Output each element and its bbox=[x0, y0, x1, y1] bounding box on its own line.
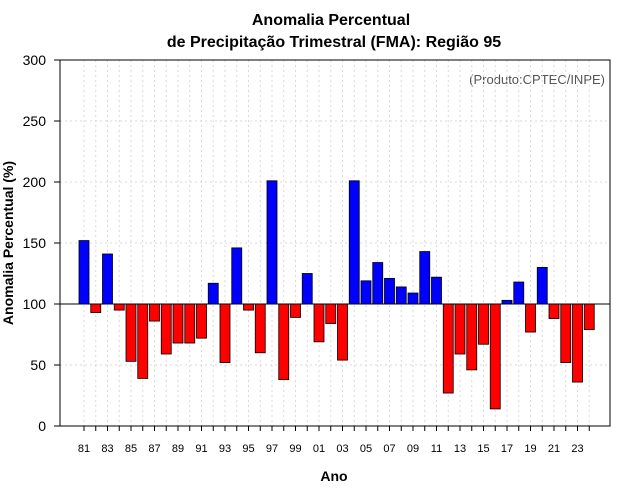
bar-23 bbox=[572, 303, 583, 383]
bar-96 bbox=[254, 303, 266, 354]
bar-81 bbox=[78, 240, 90, 305]
x-axis: 81 83 85 87 89 91 93 95 97 99 01 03 05 07 09 11 13 15 17 19… bbox=[78, 426, 590, 455]
bar-15 bbox=[478, 303, 489, 345]
bar-19 bbox=[525, 303, 536, 333]
bar-03 bbox=[337, 303, 348, 361]
x-tick-label: 21 bbox=[548, 443, 560, 455]
bar-83 bbox=[102, 253, 113, 305]
x-tick-label: 93 bbox=[219, 443, 231, 455]
bar-01 bbox=[313, 303, 325, 343]
x-tick-label: 81 bbox=[78, 443, 90, 455]
bar-07 bbox=[384, 277, 395, 305]
bar-02 bbox=[325, 303, 337, 324]
bar-90 bbox=[184, 303, 196, 344]
bar-85 bbox=[125, 303, 137, 362]
x-tick-label: 01 bbox=[313, 443, 325, 455]
bar-88 bbox=[160, 303, 172, 355]
x-tick-label: 99 bbox=[289, 443, 301, 455]
bar-93 bbox=[219, 303, 231, 363]
x-tick-label: 03 bbox=[336, 443, 348, 455]
bar-11 bbox=[431, 276, 442, 305]
bar-17 bbox=[501, 299, 513, 305]
y-axis: 0 50 100 150 200 250 300 bbox=[23, 52, 60, 434]
x-tick-label: 23 bbox=[571, 443, 583, 455]
bar-08 bbox=[395, 286, 407, 305]
bar-14 bbox=[466, 303, 478, 371]
x-tick-label: 09 bbox=[407, 443, 419, 455]
bar-94 bbox=[231, 247, 243, 305]
y-axis-title: Anomalia Percentual (%) bbox=[0, 161, 16, 325]
x-tick-label: 05 bbox=[360, 443, 372, 455]
bar-82 bbox=[90, 303, 102, 313]
x-tick-label: 83 bbox=[101, 443, 113, 455]
bar-10 bbox=[419, 251, 431, 305]
bar-84 bbox=[113, 303, 125, 311]
bar-87 bbox=[149, 303, 160, 322]
x-tick-label: 11 bbox=[431, 443, 442, 455]
bar-05 bbox=[360, 280, 372, 305]
bar-86 bbox=[137, 303, 149, 379]
x-tick-label: 07 bbox=[383, 443, 395, 455]
bar-20 bbox=[536, 266, 548, 305]
bar-95 bbox=[243, 303, 254, 311]
bar-91 bbox=[196, 303, 207, 339]
bar-16 bbox=[489, 303, 501, 410]
x-tick-label: 13 bbox=[454, 443, 466, 455]
x-axis-title: Ano bbox=[320, 468, 347, 484]
bar-99 bbox=[290, 303, 301, 318]
bar-18 bbox=[513, 281, 525, 305]
bar-97 bbox=[266, 180, 278, 305]
bar-21 bbox=[548, 303, 560, 320]
x-tick-label: 87 bbox=[148, 443, 160, 455]
bar-24 bbox=[583, 303, 595, 331]
x-tick-label: 85 bbox=[125, 443, 137, 455]
y-tick-label: 0 bbox=[38, 418, 46, 434]
x-tick-label: 97 bbox=[266, 443, 278, 455]
bar-13 bbox=[454, 303, 466, 355]
bar-00 bbox=[301, 273, 313, 305]
credit-label: (Produto:CPTEC/INPE) bbox=[469, 72, 605, 87]
bar-12 bbox=[442, 303, 454, 394]
y-tick-label: 300 bbox=[23, 52, 47, 68]
y-tick-label: 150 bbox=[23, 235, 47, 251]
bar-09 bbox=[407, 292, 419, 305]
y-tick-label: 200 bbox=[23, 174, 47, 190]
y-tick-label: 250 bbox=[23, 113, 47, 129]
bar-92 bbox=[207, 282, 219, 305]
chart-subtitle: de Precipitação Trimestral (FMA): Região… bbox=[167, 34, 501, 51]
bar-98 bbox=[278, 303, 290, 381]
x-tick-label: 95 bbox=[242, 443, 254, 455]
bar-06 bbox=[372, 262, 384, 305]
bars bbox=[78, 180, 595, 410]
grid-lines bbox=[60, 59, 610, 427]
x-tick-label: 19 bbox=[524, 443, 536, 455]
y-tick-label: 50 bbox=[30, 357, 46, 373]
bar-04 bbox=[348, 180, 360, 305]
x-tick-label: 91 bbox=[195, 443, 207, 455]
bar-22 bbox=[560, 303, 572, 363]
y-tick-label: 100 bbox=[23, 296, 47, 312]
x-tick-label: 15 bbox=[477, 443, 489, 455]
x-tick-label: 17 bbox=[501, 443, 513, 455]
x-tick-label: 89 bbox=[172, 443, 184, 455]
bar-89 bbox=[172, 303, 184, 344]
chart-title: Anomalia Percentual bbox=[252, 12, 410, 29]
